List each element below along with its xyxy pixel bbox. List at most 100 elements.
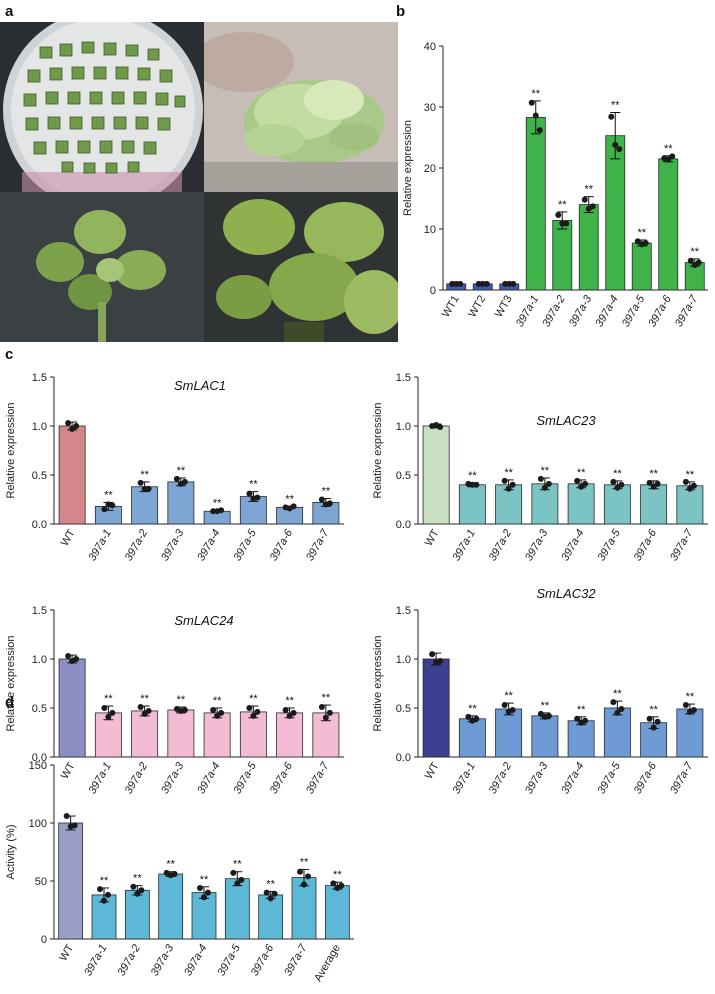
- significance-mark: **: [249, 693, 258, 705]
- significance-mark: **: [285, 695, 294, 707]
- x-tick-label: 397a-5: [231, 760, 259, 796]
- bar-397a-7: [676, 485, 704, 525]
- significance-mark: **: [233, 859, 242, 871]
- data-point: [305, 873, 311, 880]
- data-point: [646, 715, 653, 722]
- data-point: [101, 506, 108, 513]
- significance-mark: **: [177, 465, 186, 477]
- x-tick-label: 397a-4: [195, 528, 223, 564]
- data-point: [318, 704, 325, 711]
- y-tick-label: 0.5: [32, 470, 47, 482]
- data-point: [218, 507, 225, 514]
- x-tick-label: 397a-6: [268, 527, 296, 563]
- y-tick-label: 40: [424, 41, 436, 53]
- significance-mark: **: [133, 873, 142, 885]
- x-tick-label: WT: [59, 760, 78, 781]
- data-point: [250, 712, 257, 719]
- bar-397a-5: [631, 242, 652, 291]
- x-tick-label: WT3: [493, 294, 515, 320]
- significance-mark: **: [613, 468, 622, 480]
- x-tick-label: 397a-4: [559, 528, 587, 564]
- y-tick-label: 1.5: [32, 372, 47, 384]
- panel-letter-a: a: [5, 3, 14, 20]
- significance-mark: **: [613, 688, 622, 700]
- y-tick-label: 30: [424, 102, 436, 114]
- bar-Average: [324, 885, 350, 940]
- y-tick-label: 100: [29, 818, 47, 830]
- y-tick-label: 1.0: [32, 421, 47, 433]
- gene-title: SmLAC24: [174, 613, 233, 628]
- chart-d: 0 50 100 150 Activity (%) WT ** 397a-1 ** 397a-2 *…: [5, 760, 354, 984]
- data-point: [610, 699, 617, 706]
- x-tick-label: 397a-7: [673, 293, 701, 329]
- significance-mark: **: [584, 184, 593, 196]
- x-tick-label: 397a-3: [567, 293, 595, 329]
- x-tick-label: WT1: [440, 294, 462, 320]
- y-axis-label: Activity (%): [5, 825, 17, 880]
- data-point: [473, 481, 480, 488]
- bar-397a-3: [167, 481, 195, 525]
- chart-c3: 0.0 0.5 1.0 1.5 Relative expression SmLAC24 WT…: [5, 605, 344, 796]
- data-point: [563, 220, 570, 227]
- bar-397a-5: [603, 707, 631, 758]
- significance-mark: **: [686, 691, 695, 703]
- y-tick-label: 1.5: [396, 605, 411, 617]
- data-point: [290, 709, 297, 716]
- significance-mark: **: [611, 99, 620, 111]
- chart-c1: 0.0 0.5 1.0 1.5 Relative expression SmLAC1 WT *…: [5, 372, 344, 563]
- bar-397a-4: [567, 483, 595, 525]
- data-point: [338, 882, 345, 889]
- x-tick-label: 397a-4: [559, 761, 587, 797]
- x-tick-label: 397a-6: [268, 760, 296, 796]
- callus-drawing: [204, 22, 398, 192]
- x-tick-label: 397a-2: [123, 528, 151, 564]
- x-tick-label: 397a-7: [304, 760, 332, 796]
- data-point: [271, 890, 278, 897]
- data-point: [290, 503, 297, 510]
- x-tick-label: WT: [59, 527, 78, 548]
- data-point: [437, 657, 444, 664]
- significance-mark: **: [140, 693, 149, 705]
- x-tick-label: 397a-2: [123, 761, 151, 797]
- x-tick-label: 397a-6: [249, 942, 277, 978]
- x-tick-label: 397a-6: [632, 527, 660, 563]
- data-point: [234, 880, 241, 887]
- bar-397a-6: [658, 158, 679, 291]
- data-point: [326, 709, 333, 716]
- bar-397a-2: [131, 710, 159, 758]
- significance-mark: **: [558, 199, 567, 211]
- bar-397a-6: [258, 894, 284, 940]
- x-tick-label: 397a-5: [231, 527, 259, 563]
- data-point: [509, 706, 516, 713]
- data-point: [297, 868, 303, 875]
- data-point: [650, 724, 657, 731]
- significance-mark: **: [140, 469, 149, 481]
- data-point: [654, 718, 661, 725]
- data-point: [541, 484, 548, 491]
- y-tick-label: 0.0: [32, 752, 47, 764]
- data-point: [690, 482, 697, 489]
- data-point: [581, 196, 588, 203]
- data-point: [501, 702, 508, 709]
- data-point: [537, 475, 544, 482]
- x-tick-label: WT: [57, 942, 76, 963]
- significance-mark: **: [504, 690, 513, 702]
- data-point: [109, 709, 116, 716]
- panel-letter-c: c: [5, 346, 14, 363]
- significance-mark: **: [664, 143, 673, 155]
- data-point: [318, 496, 325, 503]
- y-tick-label: 1.0: [396, 654, 411, 666]
- bar-397a-2: [495, 708, 523, 758]
- data-point: [483, 280, 490, 287]
- seedling-drawing: [0, 192, 204, 342]
- data-point: [682, 702, 689, 709]
- data-point: [65, 653, 72, 660]
- y-tick-label: 0.0: [396, 752, 411, 764]
- x-tick-label: 397a-2: [487, 761, 515, 797]
- petri-dish-drawing: [3, 22, 203, 192]
- data-point: [322, 714, 329, 721]
- bar-397a-3: [158, 873, 184, 940]
- data-point: [509, 481, 516, 488]
- significance-mark: **: [541, 465, 550, 477]
